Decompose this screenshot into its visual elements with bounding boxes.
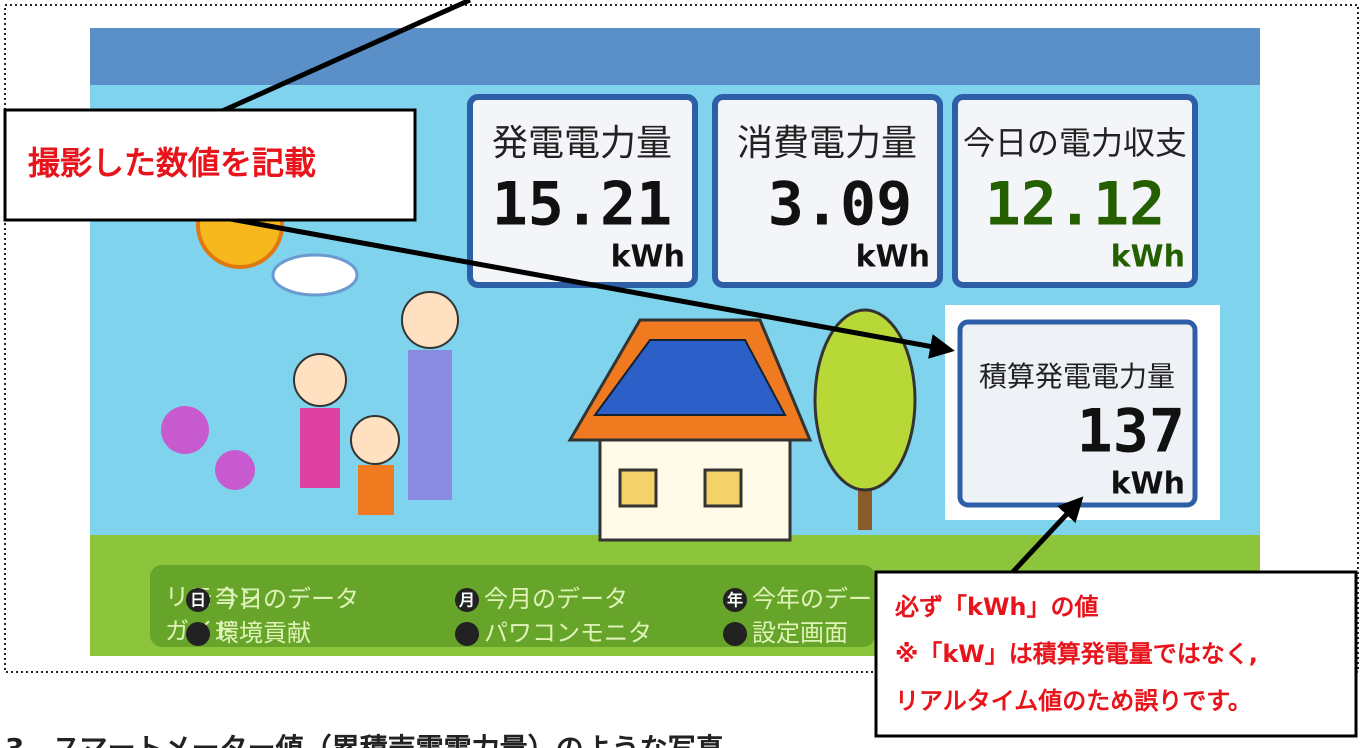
panel-label: 発電電力量 (492, 123, 672, 164)
screenshot: 発電電力量 15.21 kWh 消費電力量 3.09 kWh 今日の電力収支 1… (0, 0, 1365, 748)
decoration (294, 354, 346, 406)
panel-value: 3.09 (768, 170, 913, 240)
panel-label: 今日の電力収支 (963, 124, 1187, 162)
decoration (705, 470, 741, 506)
cumulative-unit: kWh (1111, 467, 1185, 502)
caption: 3．スマートメーター値（累積売電電力量）のような写真 (5, 732, 724, 748)
cumulative-value: 137 (1077, 397, 1185, 467)
guide-item: 環境貢献 (215, 619, 311, 647)
page: 発電電力量 15.21 kWh 消費電力量 3.09 kWh 今日の電力収支 1… (0, 0, 1365, 748)
panel-label: 消費電力量 (737, 123, 917, 164)
decoration (408, 350, 452, 500)
guide-icon (723, 622, 747, 646)
decoration (300, 408, 340, 488)
guide-item: 今日のデータ (215, 585, 359, 613)
guide-item: 設定画面 (752, 619, 848, 647)
panel-value: 15.21 (492, 170, 673, 240)
callout-note: リアルタイム値のため誤りです。 (895, 687, 1252, 715)
decoration (90, 28, 1260, 85)
decoration (620, 470, 656, 506)
panel-unit: kWh (856, 240, 930, 275)
callout-note: ※「kW」は積算発電量ではなく, (895, 640, 1258, 668)
decoration (161, 406, 209, 454)
callout-main: 撮影した数値を記載 (28, 144, 316, 182)
guide-item: 今年のデータ (752, 585, 896, 613)
panel-value: 12.12 (985, 170, 1166, 240)
guide-icon-label: 月 (458, 591, 475, 610)
guide-icon-label: 日 (190, 591, 206, 610)
guide-item: パワコンモニタ (484, 619, 652, 647)
guide-item: 今月のデータ (484, 585, 628, 613)
decoration (358, 465, 394, 515)
guide-icon (455, 622, 479, 646)
guide-icon (186, 622, 210, 646)
callout-note: 必ず「kWh」の値 (895, 593, 1099, 621)
guide-icon-label: 年 (727, 591, 743, 610)
decoration (215, 450, 255, 490)
decoration (351, 416, 399, 464)
decoration (273, 255, 357, 295)
panel-unit: kWh (1111, 240, 1185, 275)
cumulative-label: 積算発電電力量 (979, 360, 1175, 393)
decoration (402, 292, 458, 348)
panel-unit: kWh (611, 240, 685, 275)
